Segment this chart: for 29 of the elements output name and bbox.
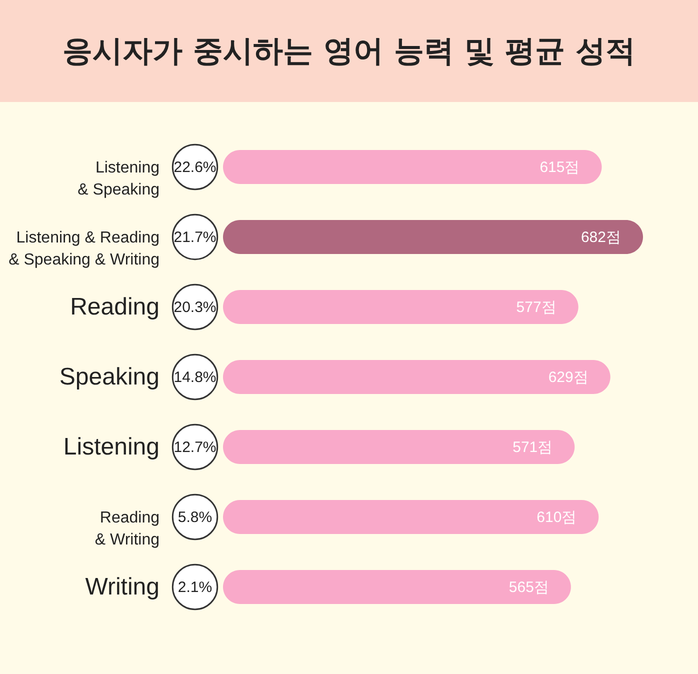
data-label: 577점: [516, 299, 556, 316]
text: 응시자가 중시하는 영어 능력 및 평균 성적: [0, 0, 698, 102]
category-label: Listening: [63, 434, 160, 460]
data-label: 5.8%: [178, 509, 212, 526]
category-label: Reading: [70, 294, 160, 320]
bar: [223, 150, 602, 184]
bar: [223, 500, 599, 534]
data-label: 629점: [548, 369, 588, 386]
bar: [223, 430, 575, 464]
data-label: 682점: [580, 229, 621, 246]
category-label: Listening & Speaking: [78, 160, 160, 198]
category-label: Listening & Reading & Speaking & Writing: [8, 230, 160, 268]
bar: [223, 570, 571, 604]
data-label: 565점: [508, 579, 549, 596]
data-label: 22.6%: [174, 159, 216, 176]
data-label: 615점: [540, 159, 580, 176]
bar: [223, 360, 610, 394]
data-label: 571점: [512, 439, 553, 456]
data-label: 610점: [536, 509, 577, 526]
bar: [223, 290, 578, 324]
bar: [223, 220, 643, 254]
category-label: Speaking: [59, 364, 160, 390]
data-label: 12.7%: [174, 439, 216, 456]
data-label: 20.3%: [174, 299, 216, 316]
data-label: 2.1%: [178, 579, 212, 596]
category-label: Writing: [85, 574, 160, 600]
category-label: Reading & Writing: [94, 510, 160, 548]
data-label: 14.8%: [174, 369, 216, 386]
data-label: 21.7%: [174, 229, 216, 246]
